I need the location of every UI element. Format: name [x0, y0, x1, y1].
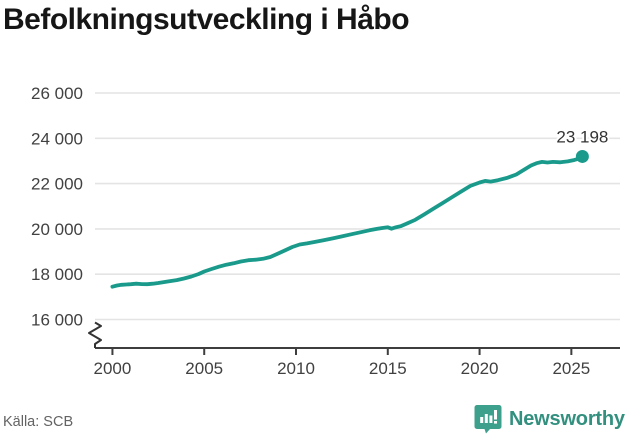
source-label: Källa: SCB	[3, 414, 74, 430]
x-tick-label: 2010	[277, 359, 315, 378]
population-line	[110, 154, 585, 289]
logo-bar-icon	[484, 414, 488, 423]
y-tick-label: 18 000	[31, 265, 83, 284]
newsworthy-logo-icon	[474, 405, 502, 434]
logo-exclamation-icon	[494, 410, 497, 420]
y-tick-label: 24 000	[31, 129, 83, 148]
logo-bar-icon	[489, 415, 493, 423]
x-tick-label: 2020	[461, 359, 499, 378]
x-tick-label: 2015	[369, 359, 407, 378]
newsworthy-logo[interactable]: Newsworthy	[474, 404, 625, 434]
y-tick-label: 22 000	[31, 175, 83, 194]
logo-exclamation-dot-icon	[494, 421, 497, 424]
y-tick-label: 20 000	[31, 220, 83, 239]
x-tick-label: 2000	[94, 359, 132, 378]
chart-title: Befolkningsutveckling i Håbo	[3, 3, 410, 36]
y-tick-label: 26 000	[31, 84, 83, 103]
x-tick-label: 2005	[185, 359, 223, 378]
brand-name[interactable]: Newsworthy	[509, 407, 625, 430]
latest-value-label: 23 198	[556, 127, 608, 146]
y-tick-label: 16 000	[31, 311, 83, 330]
x-tick-label: 2025	[552, 359, 590, 378]
axis-break-icon	[88, 321, 102, 348]
logo-bar-icon	[480, 417, 484, 423]
latest-point	[575, 149, 589, 163]
